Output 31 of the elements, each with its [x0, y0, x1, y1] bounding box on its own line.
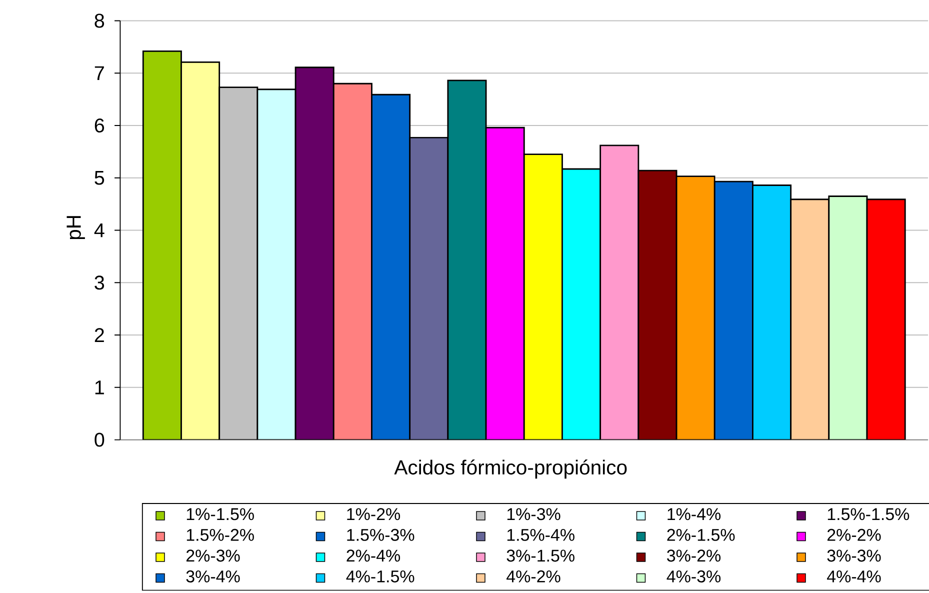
legend-label: 3%-4%: [186, 570, 240, 583]
x-axis-title: Acidos fórmico-propiónico: [394, 460, 627, 479]
legend-label: 1.5%-2%: [186, 529, 254, 542]
legend-label: 1%-1.5%: [186, 508, 254, 520]
legend-label: 1%-4%: [668, 508, 721, 520]
legend-label: 2%-4%: [346, 550, 400, 562]
y-axis-title: pH: [66, 216, 85, 240]
legend-label: 3%-2%: [667, 550, 721, 562]
y-tick-label: 2: [94, 328, 104, 342]
legend-label: 2%-2%: [827, 529, 881, 542]
y-tick-label: 4: [94, 224, 104, 238]
legend-label: 2%-1.5%: [667, 529, 735, 542]
legend-label: 3%-1.5%: [506, 550, 574, 562]
legend-label: 4%-3%: [666, 570, 721, 583]
legend-label: 1.5%-3%: [347, 529, 414, 542]
legend-label: 1%-3%: [507, 508, 560, 520]
legend-label: 4%-4%: [827, 570, 881, 583]
legend-label: 3%-3%: [827, 550, 881, 562]
y-tick-label: 8: [94, 14, 104, 28]
legend-label: 1.5%-4%: [507, 529, 574, 542]
y-tick-label: 1: [95, 380, 104, 394]
legend-label: 2%-3%: [186, 550, 240, 562]
legend-label: 1.5%-1.5%: [828, 508, 910, 520]
legend-label: 1%-2%: [347, 508, 400, 520]
y-tick-label: 0: [94, 432, 104, 447]
y-tick-label: 6: [94, 118, 104, 133]
y-tick-label: 7: [94, 66, 104, 80]
y-tick-label: 3: [94, 276, 104, 290]
legend-label: 4%-2%: [506, 570, 560, 583]
y-tick-label: 5: [94, 171, 104, 185]
legend-label: 4%-1.5%: [346, 570, 414, 583]
